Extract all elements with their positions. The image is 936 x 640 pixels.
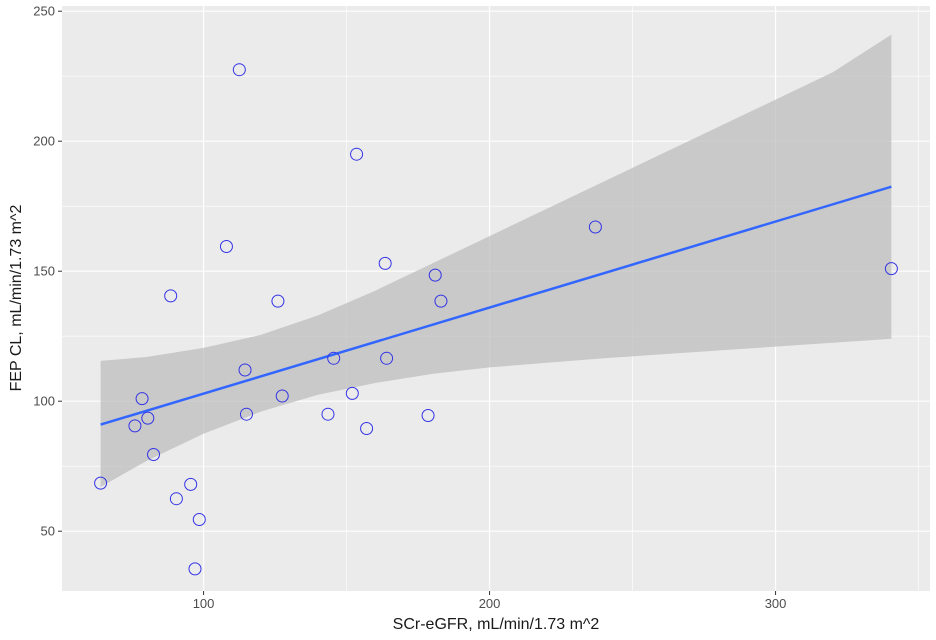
- x-tick-label: 100: [193, 596, 215, 611]
- data-point: [94, 476, 108, 490]
- data-point: [428, 268, 442, 282]
- data-point: [327, 351, 341, 365]
- y-tick-label: 50: [41, 524, 55, 539]
- y-axis-title: FEP CL, mL/min/1.73 m^2: [8, 204, 25, 391]
- data-point: [164, 289, 178, 303]
- data-point: [232, 63, 246, 77]
- data-point: [321, 407, 335, 421]
- data-point: [141, 411, 155, 425]
- data-point: [378, 256, 392, 270]
- data-point: [434, 294, 448, 308]
- trend-line: [100, 185, 892, 426]
- y-tick-label: 250: [33, 4, 55, 19]
- data-point: [345, 386, 359, 400]
- x-tick-label: 200: [479, 596, 501, 611]
- data-point: [219, 240, 233, 253]
- y-tick-label: 150: [33, 264, 55, 279]
- y-tick-label: 100: [33, 394, 55, 409]
- data-point: [360, 422, 374, 435]
- data-point: [421, 409, 435, 422]
- data-points: [94, 63, 898, 576]
- data-point: [380, 351, 394, 365]
- data-point: [169, 492, 183, 506]
- y-tick-label: 200: [33, 134, 55, 149]
- data-point: [271, 294, 285, 308]
- confidence-band: [100, 34, 892, 487]
- data-point: [188, 562, 202, 576]
- data-point: [238, 363, 252, 377]
- data-point: [184, 477, 198, 491]
- x-axis: 100 200 300: [193, 591, 787, 611]
- x-tick-label: 300: [765, 596, 787, 611]
- x-axis-title: SCr-eGFR, mL/min/1.73 m^2: [393, 616, 600, 633]
- data-point: [239, 407, 253, 421]
- data-point: [350, 147, 364, 161]
- data-point: [192, 513, 206, 526]
- data-point: [135, 392, 149, 406]
- data-point: [588, 220, 602, 234]
- data-point: [147, 448, 161, 461]
- data-point: [884, 262, 898, 276]
- data-point: [128, 419, 142, 433]
- data-point: [275, 389, 289, 403]
- y-axis: 50 100 150 200 250: [33, 4, 62, 539]
